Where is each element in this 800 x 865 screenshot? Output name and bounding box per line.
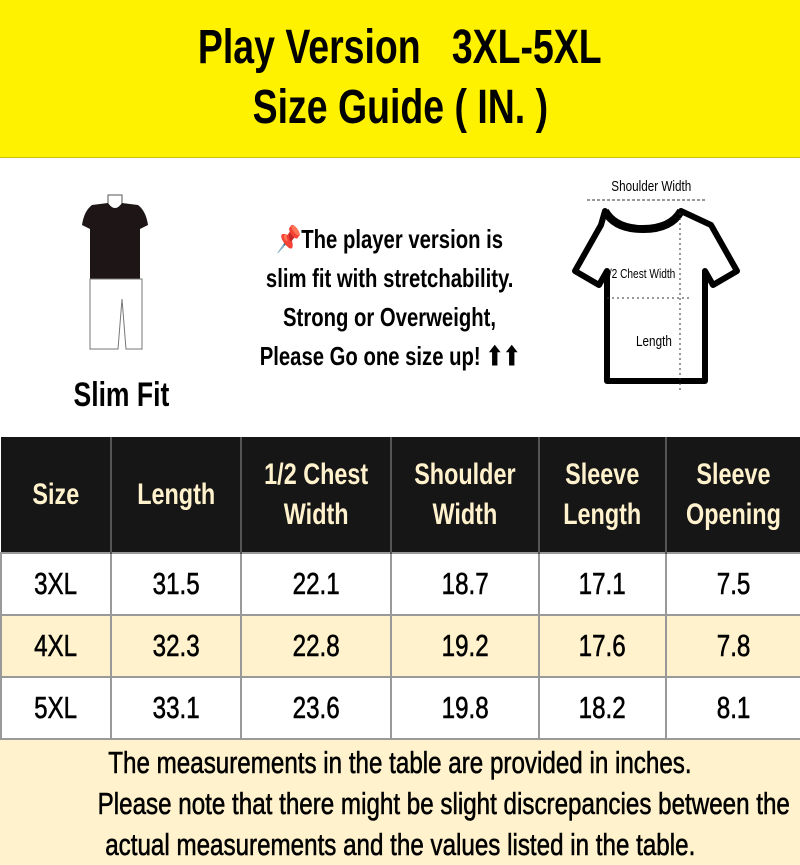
note-line: slim fit with stretchability. [266,263,514,293]
table-cell: 23.6 [240,676,392,740]
table-cell: 32.3 [110,614,242,678]
column-header: Shoulder Width [391,437,540,553]
cell-value: 23.6 [292,690,340,726]
size-table: Size Length 1/2 Chest Width Shoulder Width S… [0,437,800,740]
info-section: Slim Fit 📌The player version is slim fit… [0,158,800,437]
cell-value: 22.8 [292,628,340,664]
cell-value: 33.1 [152,690,200,726]
cell-value: 19.2 [441,628,489,664]
footer-line: Please note that there might be slight d… [97,786,790,822]
column-header: Sleeve Opening [666,437,800,553]
footer-line: The measurements in the table are provid… [108,745,692,781]
table-row: 3XL 31.5 22.1 18.7 17.1 7.5 [0,552,800,616]
table-cell: 5XL [0,676,112,740]
table-cell: 18.2 [538,676,667,740]
table-cell: 8.1 [665,676,800,740]
table-cell: 3XL [0,552,112,616]
table-cell: 7.8 [665,614,800,678]
cell-value: 3XL [34,566,78,602]
title-line-1: Play Version 3XL-5XL [198,21,602,74]
tshirt-icon [572,199,740,393]
cell-value: 19.8 [441,690,489,726]
table-cell: 17.1 [538,552,667,616]
table-cell: 18.7 [390,552,540,616]
cell-value: 4XL [34,628,78,664]
length-label: Length [636,333,672,350]
table-cell: 31.5 [110,552,242,616]
column-header-label: Sleeve Opening [686,457,781,531]
table-cell: 22.1 [240,552,392,616]
title-banner: Play Version 3XL-5XL Size Guide ( IN. ) [0,0,800,158]
column-header-label: Shoulder Width [414,457,516,531]
footer-line: actual measurements and the values liste… [104,827,696,863]
table-cell: 22.8 [240,614,392,678]
cell-value: 7.8 [716,628,751,664]
column-header-label: Size [32,477,79,511]
cell-value: 17.6 [578,628,627,664]
table-cell: 19.8 [390,676,540,740]
cell-value: 18.2 [578,690,627,726]
table-cell: 33.1 [110,676,242,740]
cell-value: 5XL [34,690,78,726]
note-line: The player version is [301,224,504,254]
fit-note: 📌The player version is slim fit with str… [220,220,560,376]
cell-value: 22.1 [292,566,340,602]
note-line: Strong or Overweight, [283,302,497,332]
table-row: 5XL 33.1 23.6 19.8 18.2 8.1 [0,676,800,740]
slim-fit-label: Slim Fit [73,376,170,414]
cell-value: 32.3 [152,628,200,664]
column-header-label: Length [137,477,216,511]
shoulder-width-label: Shoulder Width [611,178,692,195]
note-line: Please Go one size up! ⬆⬆ [259,341,521,371]
table-cell: 17.6 [538,614,667,678]
table-cell: 7.5 [665,552,800,616]
table-cell: 4XL [0,614,112,678]
column-header: Sleeve Length [539,437,667,553]
column-header-label: 1/2 Chest Width [263,457,369,531]
table-row: 4XL 32.3 22.8 19.2 17.6 7.8 [0,614,800,678]
tshirt-measurement-diagram: Shoulder Width 1/2 Chest Width Length [555,173,755,413]
cell-value: 18.7 [441,566,489,602]
column-header: Length [111,437,242,553]
column-header: Size [1,437,112,553]
column-header: 1/2 Chest Width [241,437,392,553]
cell-value: 8.1 [716,690,751,726]
cell-value: 31.5 [152,566,200,602]
column-header-label: Sleeve Length [563,457,642,531]
cell-value: 7.5 [716,566,751,602]
table-cell: 19.2 [390,614,540,678]
title-line-2: Size Guide ( IN. ) [252,81,548,134]
pushpin-icon: 📌 [276,224,302,254]
slim-fit-figure-icon [82,194,148,350]
footer-note: The measurements in the table are provid… [0,740,800,865]
cell-value: 17.1 [578,566,627,602]
chest-width-label: 1/2 Chest Width [603,266,676,281]
